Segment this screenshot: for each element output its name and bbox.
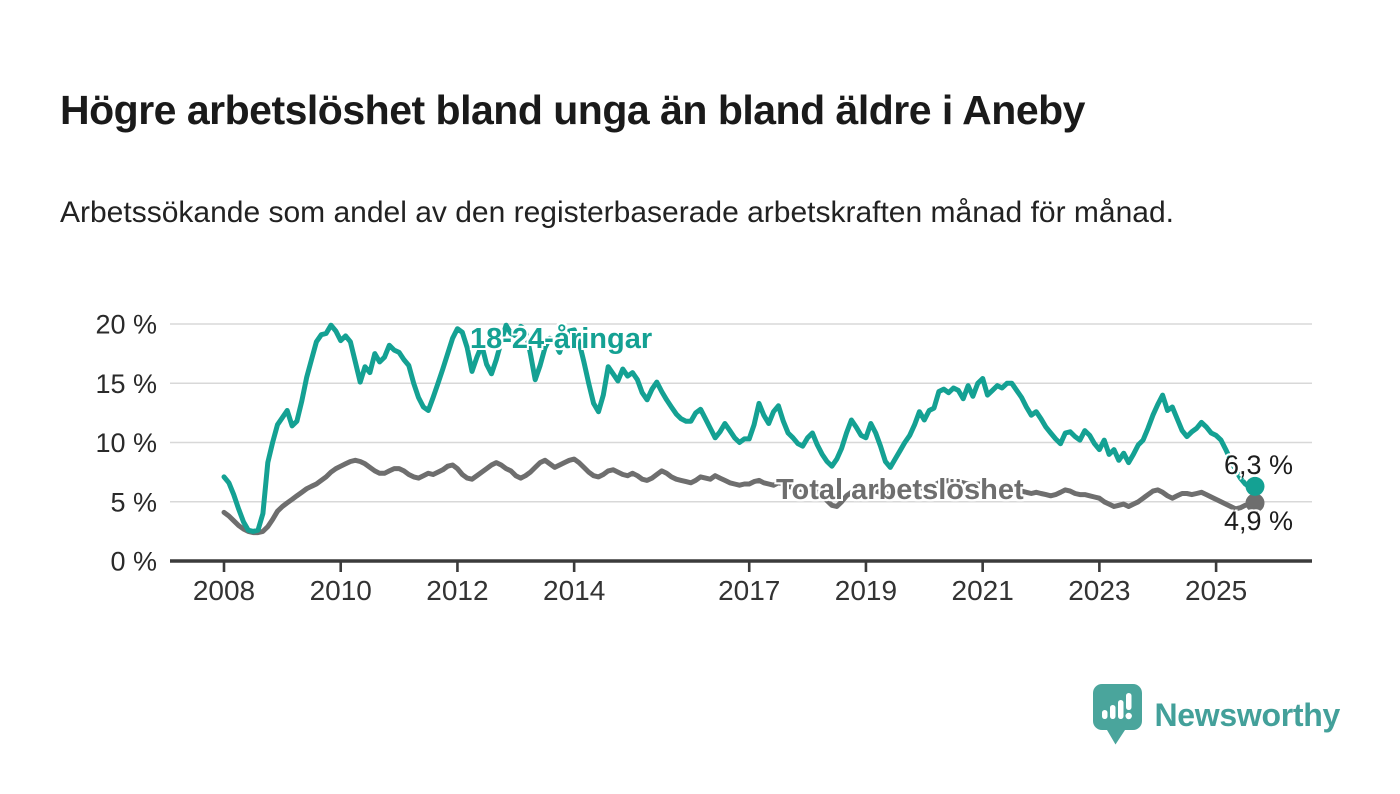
y-tick-label: 15 %	[95, 369, 157, 399]
y-tick-label: 5 %	[110, 487, 157, 517]
end-value-label-youth: 6,3 %	[1224, 450, 1294, 480]
newsworthy-logo-icon	[1092, 684, 1142, 745]
youth-series-end-dot	[1245, 476, 1265, 496]
y-tick-label: 0 %	[110, 547, 157, 577]
x-tick-label: 2014	[543, 575, 605, 606]
series-label-youth: 18-24-åringar	[470, 323, 653, 355]
chart-subtitle: Arbetssökande som andel av den registerb…	[60, 196, 1174, 229]
newsworthy-logo: Newsworthy	[1092, 684, 1341, 746]
x-tick-label: 2021	[952, 575, 1014, 606]
x-tick-label: 2019	[835, 575, 897, 606]
chart-title: Högre arbetslöshet bland unga än bland ä…	[60, 87, 1086, 134]
x-tick-label: 2025	[1185, 575, 1247, 606]
x-tick-label: 2017	[718, 575, 780, 606]
newsworthy-logo-text: Newsworthy	[1154, 696, 1341, 733]
x-tick-label: 2023	[1068, 575, 1130, 606]
total-series-end-dot	[1245, 493, 1265, 513]
series-label-total: Total arbetslöshet	[776, 474, 1024, 506]
total-series-line	[221, 456, 1258, 536]
youth-series-line	[221, 322, 1258, 534]
x-tick-label: 2008	[193, 575, 255, 606]
x-tick-label: 2010	[310, 575, 372, 606]
y-tick-label: 20 %	[95, 310, 157, 340]
x-tick-label: 2012	[426, 575, 488, 606]
end-value-label-total: 4,9 %	[1224, 506, 1294, 536]
y-tick-label: 10 %	[95, 428, 157, 458]
